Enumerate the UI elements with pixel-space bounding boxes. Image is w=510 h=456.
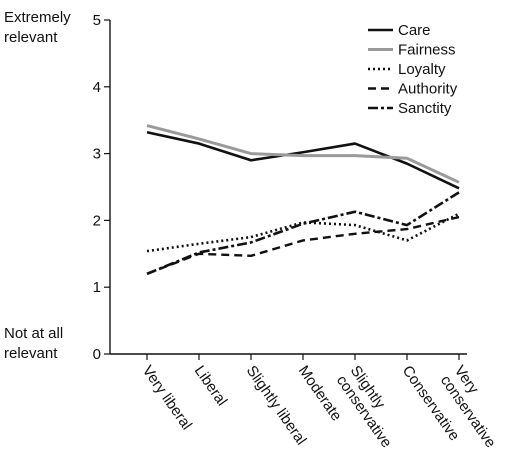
- series-line-sanctity: [146, 191, 460, 276]
- legend: Care Fairness Loyalty Authority Sanctity: [368, 22, 458, 117]
- legend-label-loyalty: Loyalty: [398, 61, 446, 78]
- legend-label-fairness: Fairness: [398, 42, 456, 59]
- y-tick-label-3: 3: [93, 146, 101, 163]
- y-annotation-bottom: Not at all relevant: [4, 325, 63, 362]
- y-tick-label-4: 4: [93, 79, 101, 96]
- y-tick-label-0: 0: [93, 346, 101, 363]
- y-annotations: Extremely relevant Not at all relevant: [4, 9, 71, 362]
- legend-label-care: Care: [398, 22, 431, 39]
- legend-label-sanctity: Sanctity: [398, 100, 452, 117]
- x-tick-label-moderate: Moderate: [295, 363, 345, 425]
- y-tick-label-2: 2: [93, 212, 101, 229]
- series-line-authority: [146, 215, 460, 275]
- x-tick-label-very-liberal: Very liberal: [139, 363, 195, 434]
- x-tick-label-liberal: Liberal: [191, 363, 231, 410]
- y-annotation-top: Extremely relevant: [4, 9, 71, 46]
- series-layer: [146, 124, 460, 276]
- y-tick-label-1: 1: [93, 279, 101, 296]
- series-line-care: [146, 130, 460, 190]
- series-line-fairness: [146, 124, 460, 184]
- series-line-loyalty: [146, 212, 460, 253]
- legend-label-authority: Authority: [398, 81, 458, 98]
- x-tick-label-slightly-conservative: Slightlyconservative: [333, 363, 409, 451]
- y-tick-label-5: 5: [93, 12, 101, 29]
